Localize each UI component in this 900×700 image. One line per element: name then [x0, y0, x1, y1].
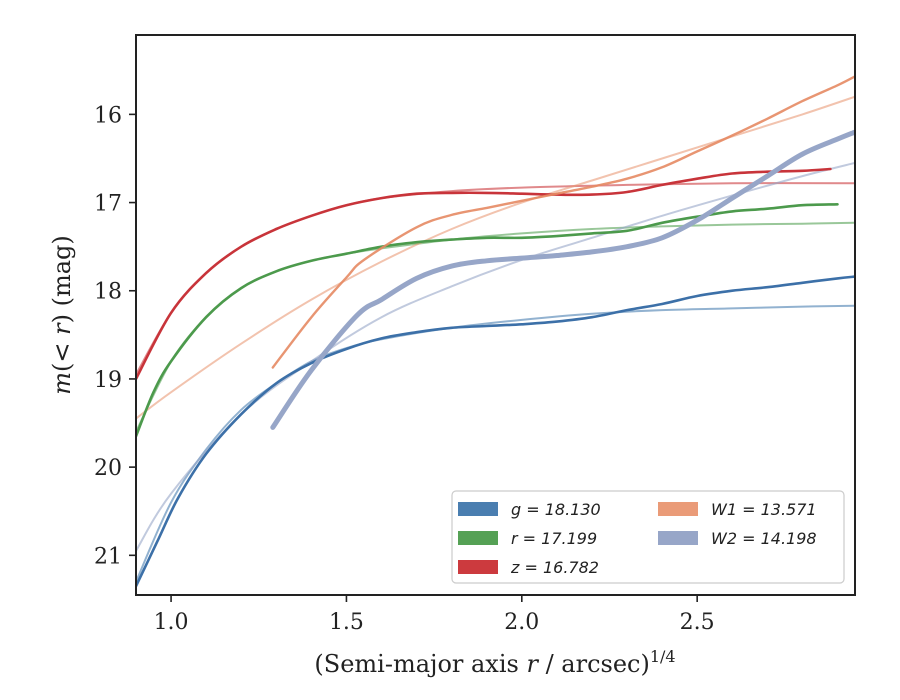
series-line-data-8	[271, 75, 855, 369]
legend-swatch	[458, 531, 498, 545]
series-layer	[136, 75, 855, 588]
legend-label: W2 = 14.198	[711, 529, 817, 548]
y-axis-label: m(< r) (mag)	[48, 235, 76, 395]
legend: g = 18.130 r = 17.199 z = 16.782 W1 = 13.57…	[451, 490, 845, 584]
series-line-data-6	[136, 203, 839, 438]
legend-swatch	[458, 502, 498, 516]
y-tick-label: 18	[94, 280, 122, 305]
y-tick-label: 19	[94, 368, 122, 393]
legend-swatch	[458, 560, 498, 574]
y-tick-label: 21	[94, 544, 122, 569]
y-tick-label: 20	[94, 456, 122, 481]
y-tick-label: 16	[94, 103, 122, 128]
x-tick-label: 2.0	[504, 610, 539, 635]
plot-frame	[135, 34, 856, 596]
series-line-data-5	[136, 275, 855, 588]
series-line-data-7	[136, 167, 832, 381]
series-line-data-9	[270, 129, 855, 430]
y-tick-label: 17	[94, 192, 122, 217]
x-tick-label: 1.0	[154, 610, 189, 635]
legend-label: g = 18.130	[511, 500, 601, 519]
legend-label: r = 17.199	[511, 529, 597, 548]
legend-label: W1 = 13.571	[711, 500, 817, 519]
series-line-model-1	[136, 221, 855, 433]
x-axis-label: (Semi-major axis r / arcsec)1/4	[314, 647, 675, 678]
legend-label: z = 16.782	[510, 558, 599, 577]
legend-box	[451, 490, 845, 584]
legend-swatch	[658, 502, 698, 516]
ticks-layer: 1.0 1.5 2.0 2.5 16 17 18 19 20 21	[94, 103, 715, 635]
x-tick-label: 1.5	[329, 610, 364, 635]
legend-swatch	[658, 531, 698, 545]
x-tick-label: 2.5	[680, 610, 715, 635]
